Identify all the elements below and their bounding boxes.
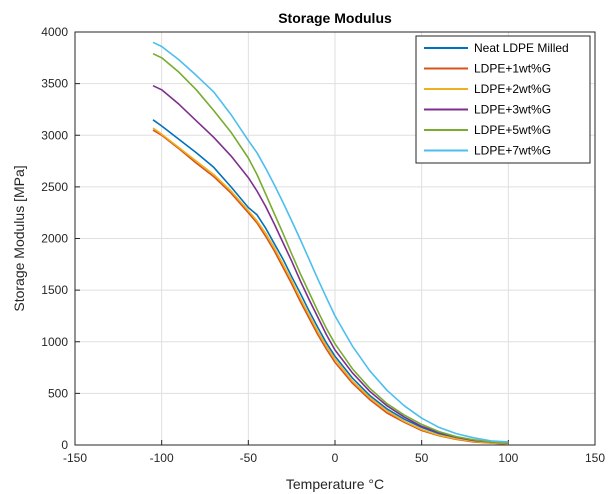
legend-label-4: LDPE+5wt%G — [474, 123, 551, 137]
x-tick-label: 50 — [415, 451, 429, 465]
y-axis-label: Storage Modulus [MPa] — [11, 165, 27, 311]
y-tick-label: 2000 — [41, 232, 68, 246]
y-tick-label: 1000 — [41, 335, 68, 349]
x-tick-label: -150 — [63, 451, 87, 465]
series-line-0 — [152, 119, 509, 444]
y-tick-label: 1500 — [41, 283, 68, 297]
legend-label-0: Neat LDPE Milled — [474, 41, 569, 55]
x-tick-label: -50 — [240, 451, 258, 465]
y-tick-label: 500 — [48, 386, 68, 400]
y-tick-label: 3000 — [41, 128, 68, 142]
legend-label-3: LDPE+3wt%G — [474, 103, 551, 117]
legend-label-5: LDPE+7wt%G — [474, 144, 551, 158]
y-tick-label: 3500 — [41, 77, 68, 91]
x-tick-label: 150 — [585, 451, 605, 465]
chart-title: Storage Modulus — [278, 10, 392, 26]
series-line-5 — [152, 41, 509, 443]
y-tick-label: 0 — [61, 438, 68, 452]
x-tick-label: 0 — [332, 451, 339, 465]
y-tick-label: 2500 — [41, 180, 68, 194]
x-axis-label: Temperature °C — [286, 476, 384, 492]
y-tick-label: 4000 — [41, 25, 68, 39]
legend-box — [415, 35, 591, 164]
x-tick-label: 100 — [498, 451, 518, 465]
legend-label-1: LDPE+1wt%G — [474, 62, 551, 76]
y-axis: 0 500 1000 1500 2000 2500 3000 3500 4000 — [41, 25, 80, 452]
series-line-2 — [152, 127, 509, 445]
series-lines — [152, 41, 509, 445]
series-line-3 — [152, 84, 509, 444]
x-tick-label: -100 — [150, 451, 174, 465]
legend-label-2: LDPE+2wt%G — [474, 82, 551, 96]
x-axis: -150 -100 -50 0 50 100 150 — [63, 440, 605, 465]
series-line-4 — [152, 52, 509, 444]
legend: Neat LDPE Milled LDPE+1wt%G LDPE+2wt%G LDPE… — [415, 35, 591, 164]
